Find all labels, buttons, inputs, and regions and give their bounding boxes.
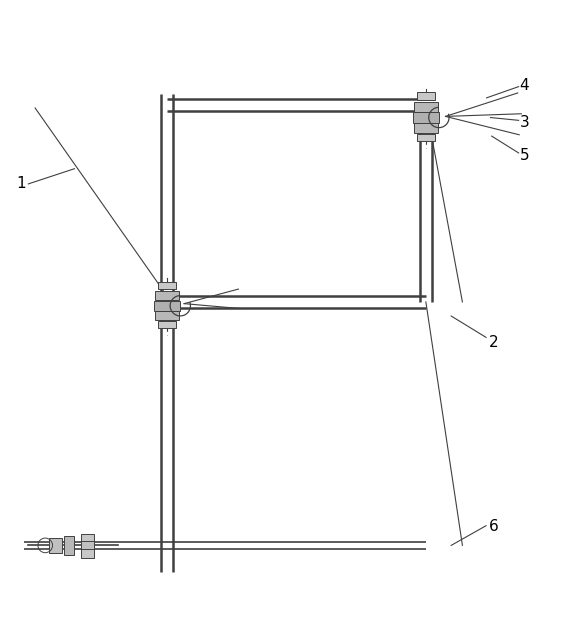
Bar [417,92,435,100]
Text: 6: 6 [489,520,498,534]
Bar [417,133,435,141]
Bar [81,534,94,543]
Bar [158,321,176,328]
Text: 1: 1 [16,176,26,191]
Bar [154,301,180,311]
Bar [49,537,62,553]
Bar [413,112,439,123]
Bar [81,541,94,550]
Text: 5: 5 [519,149,529,163]
Text: 4: 4 [519,78,529,93]
Bar [155,291,180,300]
Text: 3: 3 [519,114,529,130]
Bar [64,536,74,555]
Bar [155,312,180,320]
Text: 2: 2 [489,335,498,350]
Bar [414,123,438,133]
Bar [158,282,176,289]
Bar [81,549,94,558]
Bar [414,102,438,112]
